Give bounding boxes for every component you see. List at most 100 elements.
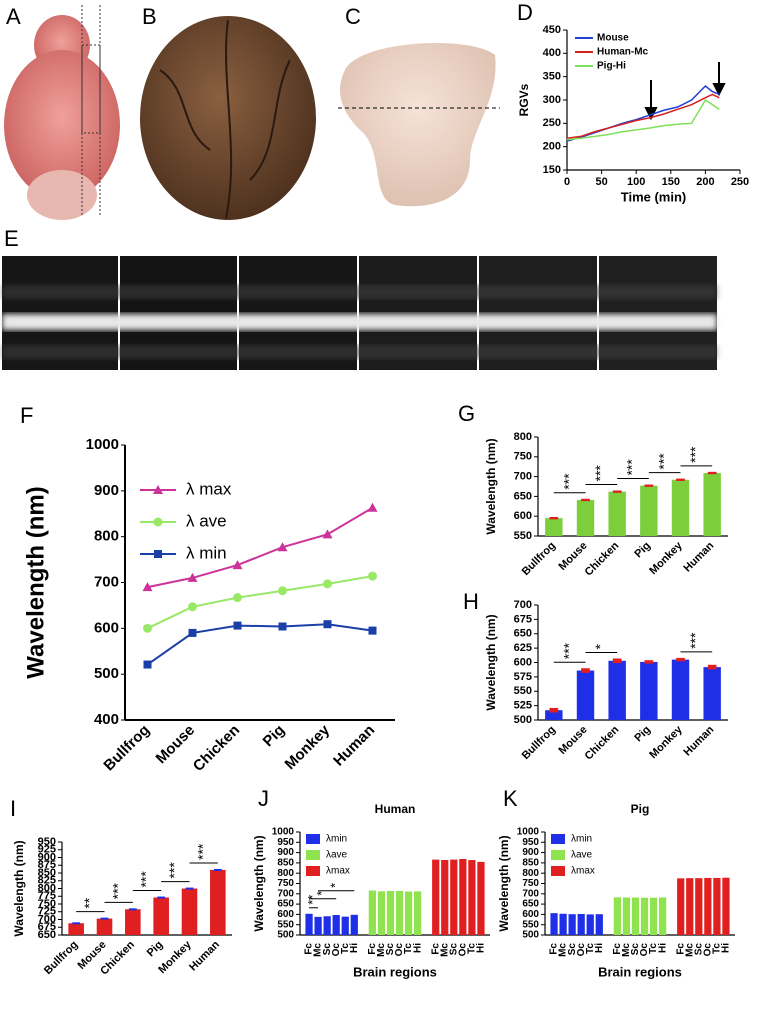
photo-a <box>4 5 120 220</box>
bar <box>659 897 667 935</box>
x-tick-label: Mc <box>558 943 569 957</box>
x-tick-label: Bullfrog <box>520 724 558 762</box>
bar <box>695 878 703 935</box>
marker <box>187 572 198 582</box>
bar <box>314 916 322 935</box>
y-tick-label: 525 <box>514 700 532 712</box>
significance-label: * <box>328 883 343 888</box>
x-tick-label: Fc <box>549 943 560 955</box>
error-bar <box>128 908 137 911</box>
significance-label: *** <box>109 882 125 899</box>
legend-label: λ max <box>186 479 232 498</box>
y-tick-label: 650 <box>277 899 294 910</box>
x-tick-label: 150 <box>662 176 680 188</box>
bar <box>722 877 730 935</box>
x-tick-label: Oc <box>576 943 587 957</box>
bar <box>671 659 690 720</box>
bar <box>181 888 198 935</box>
x-tick-label: Tc <box>340 943 351 954</box>
legend-label: Human-Mc <box>597 47 649 58</box>
chart-title: Pig <box>631 802 650 816</box>
x-tick-label: 200 <box>696 176 714 188</box>
y-tick-label: 300 <box>543 94 561 106</box>
y-tick-label: 825 <box>38 875 56 887</box>
error-bar <box>549 707 559 713</box>
x-tick-label: Pig <box>632 540 653 561</box>
y-axis-label: Wavelength (nm) <box>497 835 511 931</box>
x-axis-label: Brain regions <box>598 964 682 979</box>
legend-label: λmax <box>571 866 595 877</box>
error-bar <box>676 657 685 662</box>
bar <box>341 916 349 935</box>
x-tick-label: Human <box>681 723 716 758</box>
x-tick-label: Sc <box>567 943 578 956</box>
error-bar <box>581 498 590 502</box>
legend-label: λave <box>571 850 593 861</box>
y-tick-label: 800 <box>38 882 56 894</box>
x-tick-label: Sc <box>630 943 641 956</box>
marker <box>278 586 287 596</box>
x-tick-label: 0 <box>564 176 570 188</box>
series-line <box>566 98 720 141</box>
bar <box>450 859 458 935</box>
y-tick-label: 500 <box>277 930 294 941</box>
y-tick-label: 950 <box>38 836 56 848</box>
y-tick-label: 650 <box>522 899 539 910</box>
bar <box>613 897 621 935</box>
bar <box>568 914 576 935</box>
bar <box>640 897 649 935</box>
panel-label: E <box>4 226 19 251</box>
bar <box>323 916 331 935</box>
significance-label: *** <box>592 465 608 482</box>
error-bar <box>581 668 590 673</box>
significance-label: *** <box>624 459 640 476</box>
x-tick-label: Tc <box>648 943 659 954</box>
y-tick-label: 650 <box>514 490 532 502</box>
x-tick-label: Mc <box>684 943 695 957</box>
bar <box>350 914 358 935</box>
y-tick-label: 625 <box>514 642 532 654</box>
error-bar <box>157 896 166 899</box>
x-axis-label: Time (min) <box>621 189 687 204</box>
legend-swatch <box>551 866 565 876</box>
marker <box>188 602 197 612</box>
y-tick-label: 900 <box>38 851 56 863</box>
bar <box>332 915 340 935</box>
bar <box>153 897 169 935</box>
marker <box>233 621 242 630</box>
chart-title: Human <box>375 802 416 816</box>
y-tick-label: 875 <box>38 859 56 871</box>
marker <box>367 502 378 512</box>
bar <box>622 897 631 935</box>
x-tick-label: Mc <box>621 943 632 957</box>
error-bar <box>185 887 194 890</box>
y-tick-label: 900 <box>277 847 294 858</box>
significance-label: *** <box>138 871 154 888</box>
legend-swatch <box>551 834 565 844</box>
x-tick-label: Tc <box>585 943 596 954</box>
bar <box>586 914 594 935</box>
y-axis-label: Wavelength (nm) <box>252 835 266 931</box>
significance-label: ** <box>305 895 320 905</box>
error-bar <box>100 917 109 920</box>
y-tick-label: 950 <box>522 837 539 848</box>
x-tick-label: Monkey <box>647 539 685 577</box>
legend-label: λave <box>326 850 348 861</box>
bar <box>677 878 685 935</box>
panel-label: B <box>142 4 157 29</box>
bar <box>576 670 595 720</box>
y-tick-label: 800 <box>522 868 539 879</box>
x-tick-label: Pig <box>260 722 289 751</box>
y-tick-label: 550 <box>522 919 539 930</box>
significance-label: *** <box>655 453 671 470</box>
y-tick-label: 925 <box>38 844 56 856</box>
error-bar <box>612 490 622 493</box>
legend-swatch <box>306 866 320 876</box>
y-tick-label: 900 <box>94 482 119 499</box>
legend-label: Mouse <box>597 33 629 44</box>
x-axis-label: Brain regions <box>353 964 437 979</box>
x-tick-label: 50 <box>595 176 607 188</box>
marker <box>322 529 333 539</box>
y-axis-label: RGVs <box>517 83 531 116</box>
